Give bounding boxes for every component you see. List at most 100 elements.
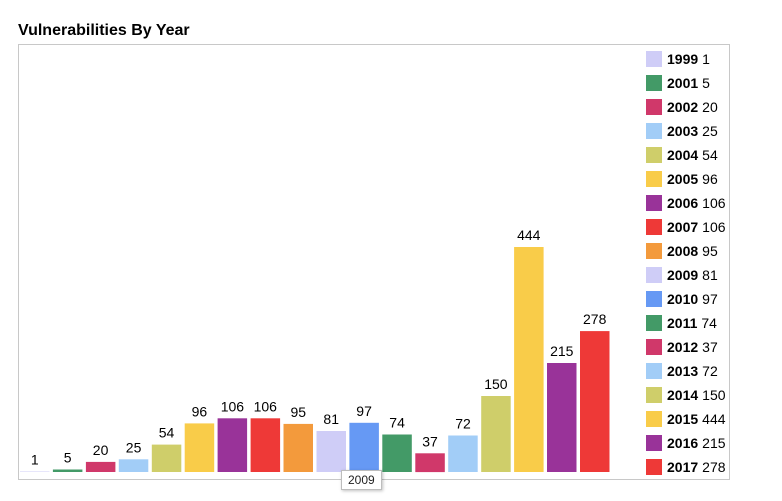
bar-value-label: 81 bbox=[323, 411, 339, 427]
legend-item-2013[interactable]: 2013 72 bbox=[646, 359, 726, 383]
bar-2011[interactable] bbox=[382, 434, 412, 473]
legend-item-2009[interactable]: 2009 81 bbox=[646, 263, 726, 287]
legend-item-2003[interactable]: 2003 25 bbox=[646, 119, 726, 143]
legend-value-label: 54 bbox=[702, 147, 718, 163]
legend-swatch bbox=[646, 195, 662, 211]
legend-item-2005[interactable]: 2005 96 bbox=[646, 167, 726, 191]
chart-title: Vulnerabilities By Year bbox=[18, 22, 190, 39]
legend-item-2006[interactable]: 2006 106 bbox=[646, 191, 726, 215]
bar-2016[interactable] bbox=[547, 363, 577, 472]
legend-year-label: 2003 bbox=[667, 123, 699, 139]
bar-value-label: 54 bbox=[159, 425, 175, 441]
bar-2006[interactable] bbox=[217, 418, 248, 472]
legend-year-label: 2001 bbox=[667, 75, 699, 91]
legend-item-2014[interactable]: 2014 150 bbox=[646, 383, 726, 407]
bar-value-label: 215 bbox=[550, 343, 574, 359]
bar-2001[interactable] bbox=[52, 469, 83, 473]
legend-swatch bbox=[646, 51, 662, 67]
bar-2002[interactable] bbox=[85, 461, 116, 472]
bar-2007[interactable] bbox=[250, 418, 281, 472]
legend-value-label: 37 bbox=[702, 339, 718, 355]
legend-swatch bbox=[646, 75, 662, 91]
bar-value-label: 106 bbox=[254, 398, 278, 414]
legend-value-label: 72 bbox=[702, 363, 718, 379]
legend-value-label: 106 bbox=[702, 219, 726, 235]
bar-value-label: 444 bbox=[517, 227, 541, 243]
legend-swatch bbox=[646, 219, 662, 235]
legend-item-2015[interactable]: 2015 444 bbox=[646, 407, 726, 431]
legend-swatch bbox=[646, 291, 662, 307]
legend-swatch bbox=[646, 435, 662, 451]
legend-year-label: 2012 bbox=[667, 339, 699, 355]
legend-value-label: 20 bbox=[702, 99, 718, 115]
legend-year-label: 2004 bbox=[667, 147, 699, 163]
bar-2013[interactable] bbox=[448, 435, 478, 473]
legend-value-label: 97 bbox=[702, 291, 718, 307]
legend-item-2011[interactable]: 2011 74 bbox=[646, 311, 726, 335]
bar-value-label: 74 bbox=[389, 415, 405, 431]
bar-2010[interactable] bbox=[349, 422, 379, 472]
legend-value-label: 150 bbox=[702, 387, 726, 403]
bar-2012[interactable] bbox=[415, 453, 445, 473]
legend-value-label: 74 bbox=[701, 315, 717, 331]
legend-year-label: 2007 bbox=[667, 219, 699, 235]
legend-item-2016[interactable]: 2016 215 bbox=[646, 431, 726, 455]
bar-2014[interactable] bbox=[481, 396, 511, 472]
legend-value-label: 95 bbox=[702, 243, 718, 259]
bar-value-label: 72 bbox=[455, 416, 471, 432]
legend-value-label: 5 bbox=[702, 75, 710, 91]
legend: 1999 1 2001 5 2002 20 2003 25 2004 54 2005 96 2006 10… bbox=[646, 47, 726, 479]
bar-2017[interactable] bbox=[580, 331, 610, 472]
legend-item-2012[interactable]: 2012 37 bbox=[646, 335, 726, 359]
legend-value-label: 106 bbox=[702, 195, 726, 211]
legend-year-label: 2017 bbox=[667, 459, 699, 475]
legend-year-label: 2002 bbox=[667, 99, 699, 115]
legend-year-label: 2009 bbox=[667, 267, 699, 283]
legend-value-label: 96 bbox=[702, 171, 718, 187]
legend-item-2008[interactable]: 2008 95 bbox=[646, 239, 726, 263]
legend-item-1999[interactable]: 1999 1 bbox=[646, 47, 726, 71]
legend-item-2002[interactable]: 2002 20 bbox=[646, 95, 726, 119]
legend-swatch bbox=[646, 267, 662, 283]
bar-value-label: 278 bbox=[583, 311, 607, 327]
bar-1999[interactable] bbox=[20, 471, 50, 473]
bar-2015[interactable] bbox=[514, 247, 544, 472]
bar-value-label: 97 bbox=[356, 403, 372, 419]
legend-year-label: 2013 bbox=[667, 363, 699, 379]
legend-swatch bbox=[646, 147, 662, 163]
bar-value-label: 1 bbox=[31, 452, 39, 468]
legend-swatch bbox=[646, 387, 662, 403]
legend-value-label: 215 bbox=[702, 435, 726, 451]
legend-year-label: 2008 bbox=[667, 243, 699, 259]
bar-value-label: 96 bbox=[192, 403, 208, 419]
legend-year-label: 2011 bbox=[667, 315, 698, 331]
legend-item-2007[interactable]: 2007 106 bbox=[646, 215, 726, 239]
bar-value-label: 37 bbox=[422, 433, 438, 449]
legend-swatch bbox=[646, 411, 662, 427]
legend-item-2001[interactable]: 2001 5 bbox=[646, 71, 726, 95]
legend-swatch bbox=[646, 459, 662, 475]
legend-item-2010[interactable]: 2010 97 bbox=[646, 287, 726, 311]
bar-value-label: 95 bbox=[291, 404, 307, 420]
bar-value-label: 20 bbox=[93, 442, 109, 458]
bar-value-label: 5 bbox=[64, 450, 72, 466]
legend-swatch bbox=[646, 123, 662, 139]
legend-year-label: 1999 bbox=[667, 51, 699, 67]
legend-value-label: 278 bbox=[702, 459, 726, 475]
bar-2009[interactable] bbox=[316, 431, 347, 472]
legend-swatch bbox=[646, 363, 662, 379]
bar-tooltip: 2009 bbox=[341, 470, 382, 490]
bar-2005[interactable] bbox=[184, 423, 215, 472]
bar-2004[interactable] bbox=[151, 444, 182, 472]
legend-swatch bbox=[646, 171, 662, 187]
bar-value-label: 25 bbox=[126, 439, 142, 455]
bar-2008[interactable] bbox=[283, 423, 314, 472]
legend-swatch bbox=[646, 339, 662, 355]
legend-item-2017[interactable]: 2017 278 bbox=[646, 455, 726, 479]
bar-value-label: 150 bbox=[484, 376, 508, 392]
legend-item-2004[interactable]: 2004 54 bbox=[646, 143, 726, 167]
bar-2003[interactable] bbox=[118, 459, 149, 472]
legend-value-label: 444 bbox=[702, 411, 726, 427]
legend-year-label: 2015 bbox=[667, 411, 699, 427]
legend-year-label: 2006 bbox=[667, 195, 699, 211]
